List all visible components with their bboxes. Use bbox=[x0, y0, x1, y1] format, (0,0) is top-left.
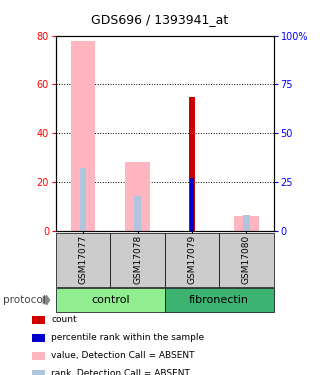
Bar bbox=[190, 178, 194, 231]
Bar bbox=[234, 216, 259, 231]
Text: protocol: protocol bbox=[3, 295, 46, 305]
Bar bbox=[71, 40, 95, 231]
Text: rank, Detection Call = ABSENT: rank, Detection Call = ABSENT bbox=[51, 369, 190, 375]
Text: fibronectin: fibronectin bbox=[189, 295, 249, 305]
Text: GDS696 / 1393941_at: GDS696 / 1393941_at bbox=[92, 13, 228, 26]
Bar bbox=[134, 195, 141, 231]
Text: GSM17079: GSM17079 bbox=[188, 235, 196, 284]
Text: GSM17078: GSM17078 bbox=[133, 235, 142, 284]
Bar bbox=[125, 162, 150, 231]
Text: GSM17077: GSM17077 bbox=[79, 235, 88, 284]
Bar bbox=[80, 168, 86, 231]
Text: GSM17080: GSM17080 bbox=[242, 235, 251, 284]
Bar bbox=[189, 97, 195, 231]
Text: percentile rank within the sample: percentile rank within the sample bbox=[51, 333, 204, 342]
Text: count: count bbox=[51, 315, 77, 324]
Bar bbox=[243, 215, 250, 231]
Text: value, Detection Call = ABSENT: value, Detection Call = ABSENT bbox=[51, 351, 195, 360]
Text: control: control bbox=[91, 295, 130, 305]
